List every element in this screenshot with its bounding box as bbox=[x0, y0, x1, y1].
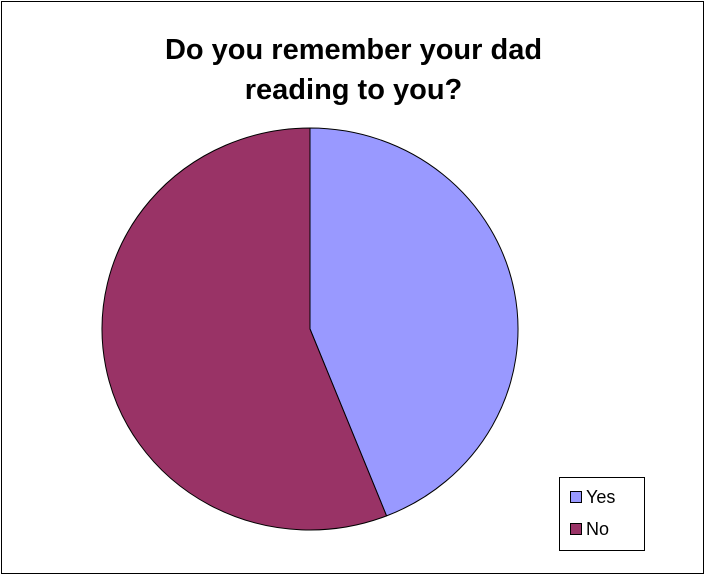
legend-swatch-no bbox=[570, 523, 582, 535]
legend-label-yes: Yes bbox=[586, 486, 616, 507]
legend: Yes No bbox=[559, 477, 645, 551]
chart-title-line-2: reading to you? bbox=[244, 74, 463, 106]
chart-title: Do you remember your dad reading to you? bbox=[0, 30, 707, 110]
legend-item-yes: Yes bbox=[570, 486, 615, 508]
legend-item-no: No bbox=[570, 518, 609, 540]
legend-label-no: No bbox=[586, 518, 610, 539]
chart-title-line-1: Do you remember your dad bbox=[164, 34, 543, 66]
legend-swatch-yes bbox=[570, 491, 582, 503]
pie-slice-yes bbox=[309, 127, 519, 517]
pie-slice-no bbox=[101, 127, 388, 531]
